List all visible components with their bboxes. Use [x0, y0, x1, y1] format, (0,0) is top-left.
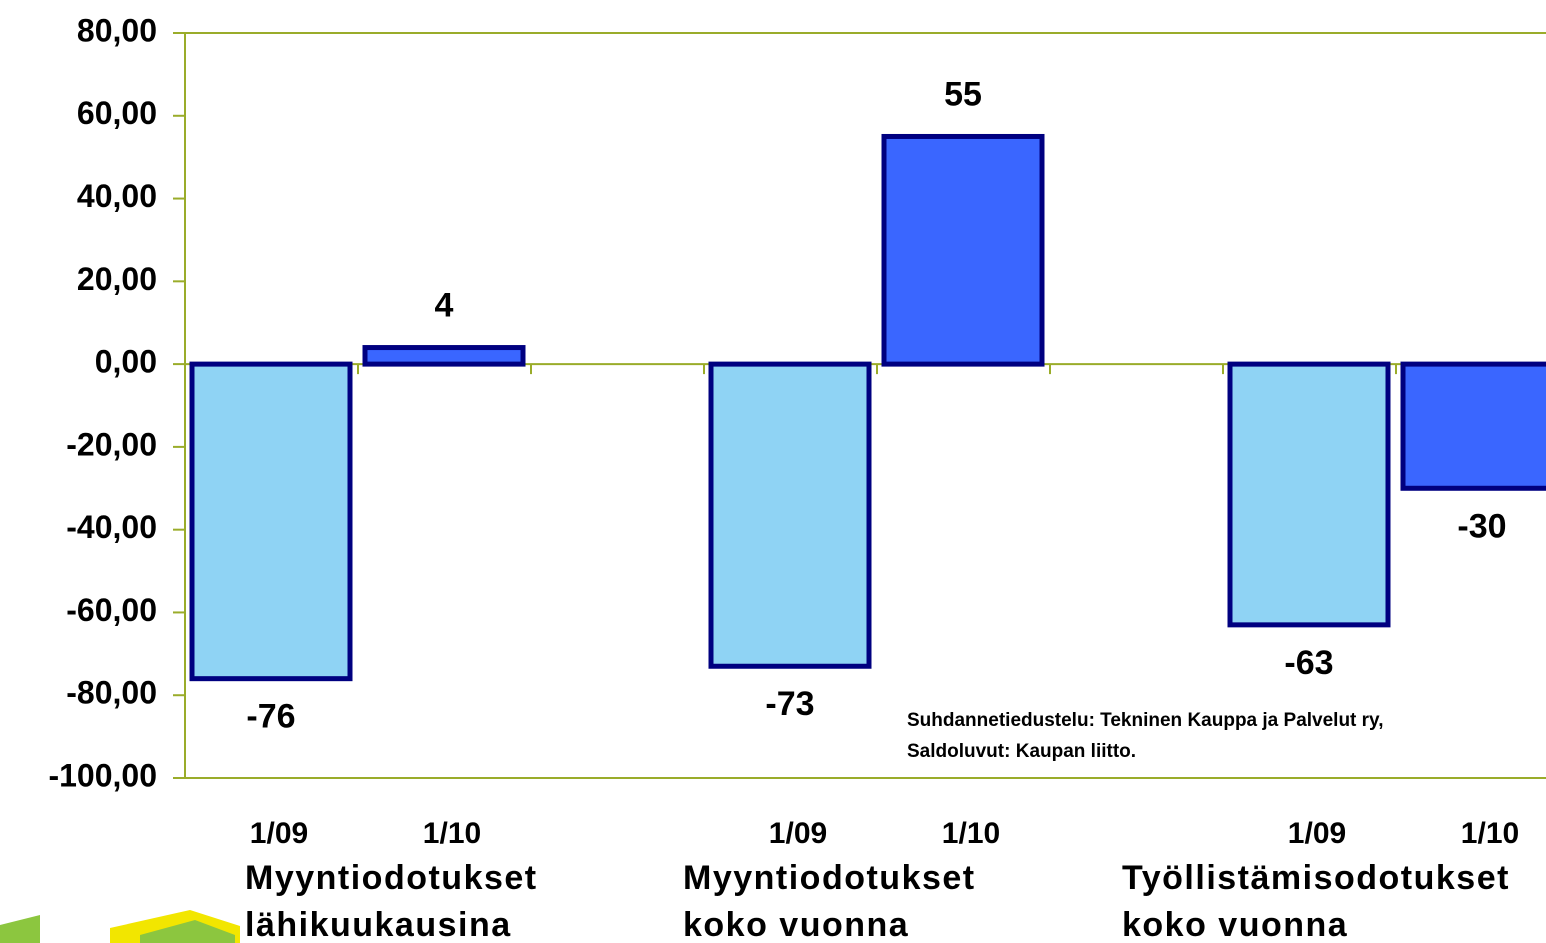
y-tick-label: -20,00: [66, 426, 157, 462]
category-label: koko vuonna: [1122, 906, 1348, 943]
value-label: -30: [1457, 507, 1506, 545]
bar: [1227, 361, 1391, 628]
x-tick-label: 1/10: [423, 817, 481, 850]
logo: [0, 910, 240, 943]
value-label: -76: [246, 698, 295, 736]
value-label: -63: [1284, 644, 1333, 682]
annotation: Suhdannetiedustelu: Tekninen Kauppa ja P…: [907, 710, 1384, 731]
bar: [189, 361, 353, 682]
y-tick-label: 20,00: [77, 261, 157, 297]
y-tick-label: -60,00: [66, 592, 157, 628]
y-tick-label: 80,00: [77, 12, 157, 48]
y-tick-label: 0,00: [95, 344, 157, 380]
category-label: Työllistämisodotukset: [1122, 859, 1510, 897]
value-label: 4: [435, 287, 454, 325]
y-tick-label: 40,00: [77, 178, 157, 214]
annotation: Saldoluvut: Kaupan liitto.: [907, 741, 1136, 762]
x-tick-label: 1/10: [1461, 817, 1519, 850]
x-tick-label: 1/10: [942, 817, 1000, 850]
x-tick-label: 1/09: [769, 817, 827, 850]
category-label: koko vuonna: [683, 906, 909, 943]
bar: [708, 361, 872, 669]
bar: [362, 345, 526, 367]
x-tick-label: 1/09: [250, 817, 308, 850]
category-label: Myyntiodotukset: [245, 859, 538, 897]
y-tick-label: -40,00: [66, 509, 157, 545]
bar: [881, 133, 1045, 367]
y-tick-label: -100,00: [48, 757, 157, 793]
category-label: lähikuukausina: [245, 906, 512, 943]
category-label: Myyntiodotukset: [683, 859, 976, 897]
value-label: -73: [765, 685, 814, 723]
bar: [1400, 361, 1546, 491]
y-tick-label: -80,00: [66, 675, 157, 711]
x-tick-label: 1/09: [1288, 817, 1346, 850]
value-label: 55: [944, 75, 982, 113]
y-tick-label: 60,00: [77, 95, 157, 131]
